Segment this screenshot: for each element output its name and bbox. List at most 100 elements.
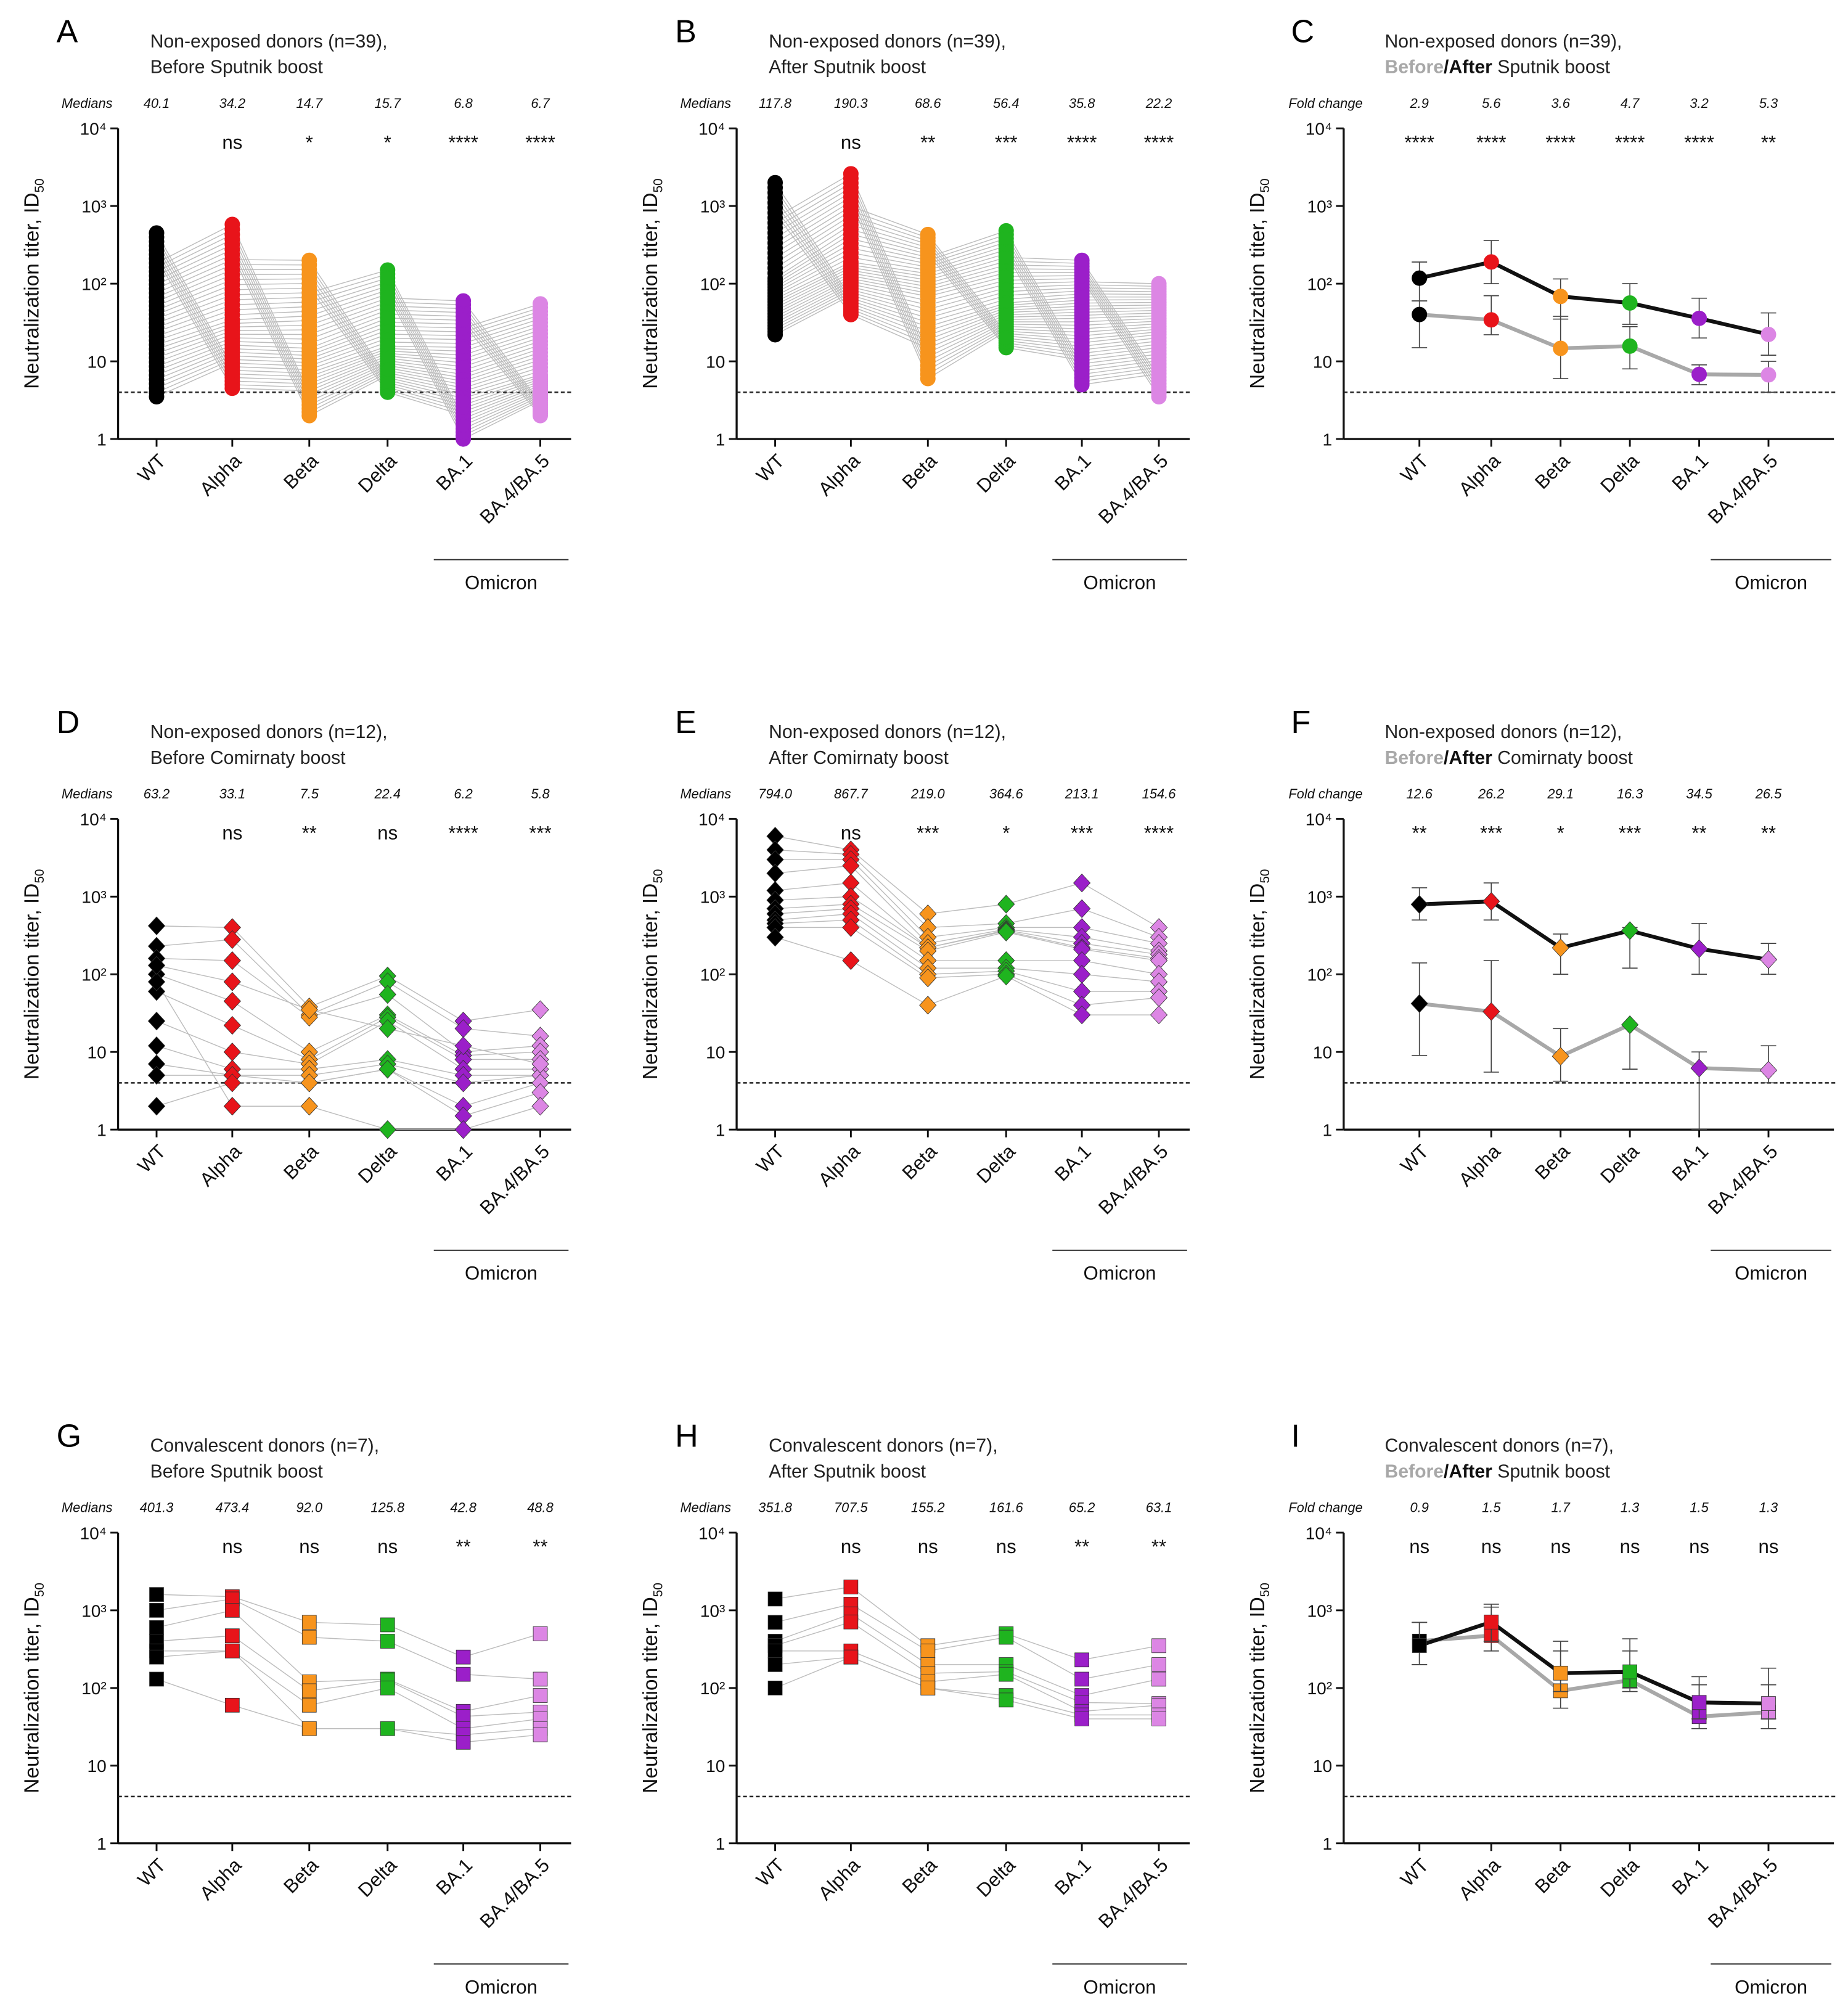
x-category-label: Delta	[973, 1854, 1020, 1901]
significance-label: ***	[1480, 822, 1502, 844]
data-point-alpha	[843, 273, 859, 289]
data-point-wt	[767, 1657, 783, 1672]
data-point-wt	[149, 1671, 164, 1687]
donor-line	[156, 245, 541, 381]
data-point-beta	[920, 340, 936, 356]
data-point-beta	[301, 1630, 317, 1645]
y-tick-label: 10⁴	[1306, 120, 1332, 139]
y-axis-label: Neutralization titer, ID50	[1246, 178, 1272, 388]
x-category-label: WT	[1396, 1854, 1433, 1890]
data-point-ba-1	[1073, 873, 1091, 893]
summary-point-after	[1691, 1695, 1707, 1710]
data-point-wt	[767, 230, 783, 246]
omicron-group-label: Omicron	[465, 572, 538, 594]
data-point-ba-4-ba-5	[1151, 1638, 1166, 1654]
stat-value: 63.1	[1146, 1500, 1172, 1515]
data-point-alpha	[843, 184, 859, 200]
x-category-label: BA.4/BA.5	[1094, 1141, 1172, 1219]
data-point-ba-1	[1074, 268, 1090, 284]
panel-title-line1: Convalescent donors (n=7),	[1384, 1436, 1614, 1456]
significance-label: **	[1074, 1536, 1089, 1557]
panel-letter: D	[57, 705, 80, 740]
summary-point-before	[1621, 1015, 1639, 1035]
data-point-beta	[919, 996, 937, 1015]
panel-i: I Convalescent donors (n=7), Before/After …	[1246, 1418, 1837, 1998]
stat-value: 351.8	[758, 1500, 793, 1515]
data-point-wt	[149, 251, 165, 267]
donor-line	[775, 849, 1159, 938]
significance-label: ns	[1481, 1536, 1502, 1557]
donor-line	[775, 230, 1159, 364]
data-point-wt	[767, 1615, 783, 1630]
donor-line	[775, 287, 1159, 332]
y-tick-label: 1	[1322, 1121, 1332, 1140]
data-point-beta	[300, 1073, 318, 1093]
data-point-wt	[149, 367, 165, 383]
data-point-beta	[301, 401, 317, 417]
y-tick-label: 10³	[700, 197, 726, 216]
significance-label: ns	[1409, 1536, 1429, 1557]
data-point-delta	[378, 1019, 396, 1038]
donor-line	[156, 1598, 541, 1680]
x-category-label: Delta	[973, 1140, 1020, 1187]
data-point-alpha	[843, 170, 859, 186]
summary-point-after	[1412, 1638, 1427, 1653]
series-line-before	[1419, 1633, 1769, 1719]
data-point-delta	[380, 1680, 395, 1695]
stat-row-label: Medians	[680, 1500, 731, 1515]
panel-title-line2: Before/After Comirnaty boost	[1384, 748, 1633, 768]
donor-line	[775, 233, 1159, 361]
y-axis-label: Neutralization titer, ID50	[639, 869, 665, 1080]
title-before: Before	[1384, 748, 1444, 768]
significance-label: ns	[222, 822, 242, 844]
y-tick-label: 1	[716, 1834, 726, 1853]
data-point-ba-4-ba-5	[533, 296, 549, 312]
x-category-label: Delta	[1596, 1140, 1643, 1187]
donor-line	[775, 205, 1159, 340]
data-point-wt	[149, 1587, 164, 1602]
donor-line	[156, 939, 541, 1037]
x-category-label: BA.1	[1050, 450, 1095, 495]
x-category-label: Beta	[1531, 1854, 1574, 1898]
x-category-label: Alpha	[195, 1140, 246, 1191]
data-point-beta	[300, 1097, 318, 1116]
data-point-ba-4-ba-5	[531, 1054, 549, 1073]
donor-line	[156, 232, 541, 371]
summary-point-after	[1552, 938, 1569, 957]
y-tick-label: 1	[97, 1121, 107, 1140]
significance-label: ****	[1144, 132, 1174, 154]
data-point-ba-1	[1073, 899, 1091, 918]
data-point-ba-4-ba-5	[1151, 1657, 1166, 1672]
data-point-alpha	[223, 1073, 241, 1093]
panel-title-line2: Before Sputnik boost	[150, 57, 324, 78]
significance-label: ns	[222, 132, 242, 154]
y-axis-label-subscript: 50	[1258, 869, 1272, 884]
donor-line	[774, 207, 1159, 345]
data-point-delta	[378, 1120, 396, 1139]
donor-line	[775, 219, 1159, 351]
panel-letter: C	[1291, 14, 1314, 50]
x-category-label: Alpha	[195, 1854, 246, 1905]
data-point-ba-4-ba-5	[531, 1000, 549, 1019]
omicron-group-label: Omicron	[1084, 1263, 1156, 1284]
title-before: Before	[1384, 1461, 1444, 1482]
stat-value: 1.7	[1552, 1500, 1571, 1515]
data-point-ba-1	[456, 312, 472, 328]
x-category-label: Delta	[354, 1140, 401, 1187]
panel-f: F Non-exposed donors (n=12), Before/After …	[1246, 705, 1837, 1284]
data-point-beta	[300, 1000, 318, 1019]
stat-value: 63.2	[144, 786, 170, 802]
panel-title-line2: Before Comirnaty boost	[150, 748, 346, 768]
significance-label: ns	[1550, 1536, 1571, 1557]
y-tick-label: 10	[88, 1043, 107, 1062]
donor-line	[775, 937, 1159, 1015]
data-point-alpha	[223, 972, 241, 991]
stat-value: 3.6	[1552, 96, 1571, 111]
data-point-beta	[301, 1615, 317, 1630]
donor-line	[156, 1045, 541, 1076]
data-point-alpha	[223, 1043, 241, 1062]
donor-line	[156, 957, 541, 1052]
donor-line	[775, 1656, 1159, 1716]
data-point-ba-4-ba-5	[533, 1671, 548, 1687]
stat-value: 6.8	[454, 96, 473, 111]
